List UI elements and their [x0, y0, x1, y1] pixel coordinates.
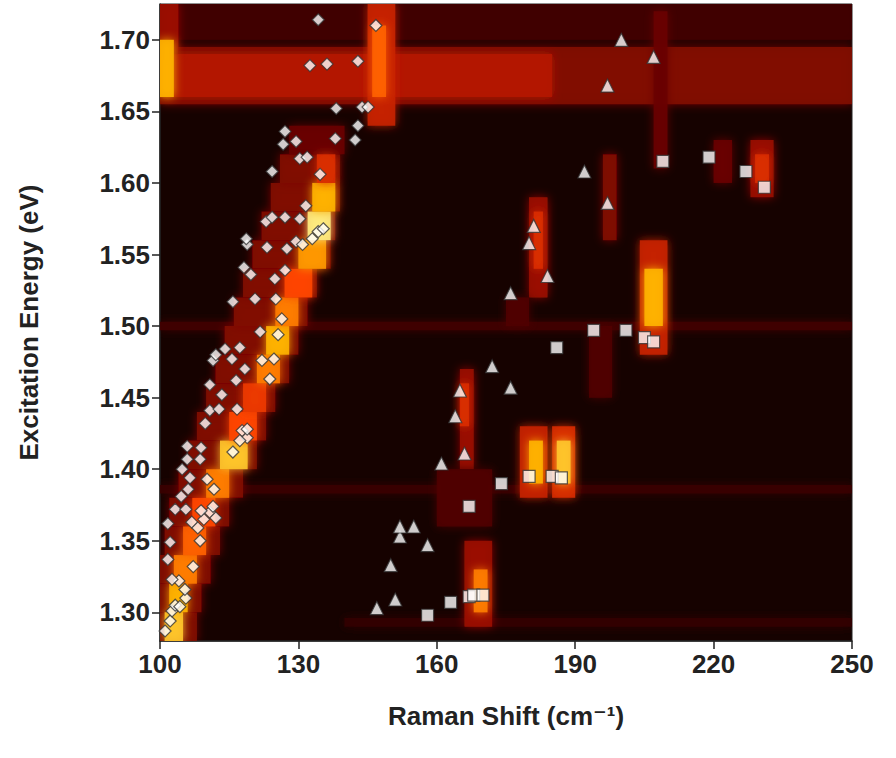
svg-text:1.45: 1.45: [99, 383, 150, 413]
svg-text:190: 190: [554, 649, 597, 679]
svg-text:1.60: 1.60: [99, 168, 150, 198]
svg-text:1.70: 1.70: [99, 25, 150, 55]
svg-text:250: 250: [830, 649, 873, 679]
svg-text:1.35: 1.35: [99, 526, 150, 556]
svg-text:1.55: 1.55: [99, 240, 150, 270]
svg-text:160: 160: [415, 649, 458, 679]
svg-text:100: 100: [138, 649, 181, 679]
svg-text:Excitation Energy (eV): Excitation Energy (eV): [14, 185, 44, 461]
svg-text:1.65: 1.65: [99, 96, 150, 126]
svg-text:1.40: 1.40: [99, 454, 150, 484]
svg-text:130: 130: [277, 649, 320, 679]
svg-text:1.30: 1.30: [99, 597, 150, 627]
svg-text:1.50: 1.50: [99, 311, 150, 341]
svg-text:220: 220: [692, 649, 735, 679]
svg-text:Raman Shift (cm⁻¹): Raman Shift (cm⁻¹): [388, 701, 624, 731]
